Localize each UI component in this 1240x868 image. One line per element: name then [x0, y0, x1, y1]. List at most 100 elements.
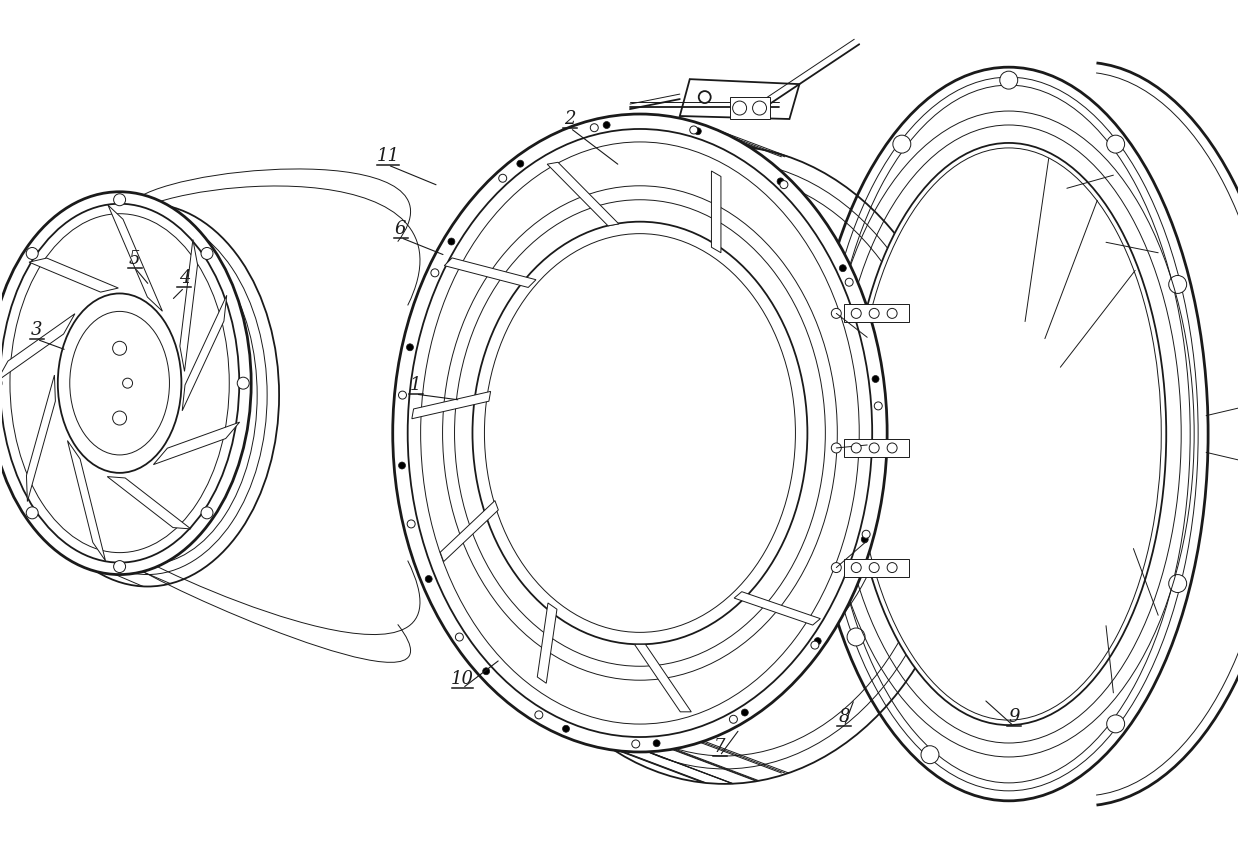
Circle shape [563, 726, 569, 733]
Polygon shape [29, 258, 118, 293]
Circle shape [123, 378, 133, 388]
Text: 2: 2 [564, 110, 575, 128]
Circle shape [831, 275, 849, 293]
Circle shape [498, 174, 507, 182]
Circle shape [631, 740, 640, 748]
Circle shape [26, 247, 38, 260]
Circle shape [425, 575, 433, 582]
Circle shape [851, 562, 862, 573]
Circle shape [113, 341, 126, 355]
Circle shape [999, 71, 1018, 89]
Circle shape [851, 308, 862, 319]
Text: 8: 8 [838, 708, 851, 727]
Bar [729, 97, 770, 119]
Circle shape [874, 402, 882, 410]
Circle shape [846, 279, 853, 286]
Polygon shape [712, 171, 720, 253]
Circle shape [780, 181, 787, 188]
Circle shape [114, 194, 125, 206]
Text: 1: 1 [410, 376, 422, 394]
Circle shape [862, 530, 870, 538]
Circle shape [201, 247, 213, 260]
Circle shape [839, 265, 847, 272]
Circle shape [831, 308, 841, 319]
Circle shape [869, 308, 879, 319]
Ellipse shape [472, 221, 807, 644]
Text: 11: 11 [376, 147, 399, 165]
Text: 7: 7 [714, 738, 725, 756]
Circle shape [742, 709, 748, 716]
Circle shape [893, 135, 911, 153]
Circle shape [831, 562, 841, 573]
Circle shape [114, 561, 125, 573]
Circle shape [729, 715, 738, 723]
Bar [844, 305, 909, 322]
Polygon shape [180, 240, 197, 372]
Circle shape [777, 178, 784, 185]
Polygon shape [412, 391, 491, 418]
Polygon shape [537, 603, 557, 683]
Polygon shape [547, 162, 619, 226]
Polygon shape [444, 258, 536, 287]
Circle shape [847, 628, 866, 646]
Circle shape [887, 443, 897, 453]
Circle shape [921, 746, 939, 764]
Circle shape [862, 536, 868, 542]
Polygon shape [734, 592, 821, 625]
Polygon shape [680, 79, 800, 119]
Circle shape [869, 443, 879, 453]
Circle shape [753, 101, 766, 115]
Text: 6: 6 [396, 220, 407, 238]
Ellipse shape [851, 143, 1167, 725]
Circle shape [455, 633, 464, 641]
Circle shape [851, 443, 862, 453]
Circle shape [113, 411, 126, 425]
Circle shape [653, 740, 660, 746]
Circle shape [699, 91, 711, 103]
Polygon shape [108, 205, 162, 312]
Circle shape [1169, 275, 1187, 293]
Circle shape [872, 376, 879, 383]
Circle shape [815, 638, 821, 645]
Circle shape [887, 308, 897, 319]
Circle shape [590, 124, 598, 132]
Circle shape [407, 344, 413, 351]
Circle shape [689, 126, 698, 134]
Circle shape [26, 507, 38, 519]
Ellipse shape [393, 114, 887, 752]
Text: 9: 9 [1008, 708, 1019, 727]
Circle shape [0, 378, 2, 389]
Polygon shape [154, 422, 239, 464]
Circle shape [201, 507, 213, 519]
Polygon shape [440, 501, 498, 562]
Bar [844, 559, 909, 576]
Bar [844, 439, 909, 457]
Circle shape [482, 667, 490, 674]
Circle shape [869, 562, 879, 573]
Text: 5: 5 [129, 250, 140, 267]
Polygon shape [107, 477, 191, 529]
Polygon shape [67, 441, 105, 561]
Circle shape [448, 238, 455, 245]
Text: 4: 4 [179, 269, 190, 287]
Circle shape [398, 462, 405, 469]
Circle shape [407, 520, 415, 528]
Circle shape [237, 378, 249, 389]
Ellipse shape [58, 293, 181, 473]
Circle shape [1106, 135, 1125, 153]
Polygon shape [182, 295, 227, 411]
Polygon shape [26, 375, 56, 502]
Polygon shape [0, 313, 74, 381]
Circle shape [398, 391, 407, 399]
Circle shape [430, 269, 439, 277]
Ellipse shape [810, 67, 1208, 801]
Text: 3: 3 [31, 321, 42, 339]
Circle shape [734, 104, 744, 114]
Ellipse shape [0, 192, 252, 575]
Circle shape [811, 641, 818, 649]
Circle shape [887, 562, 897, 573]
Circle shape [1169, 575, 1187, 593]
Circle shape [534, 711, 543, 719]
Circle shape [831, 443, 841, 453]
Circle shape [603, 122, 610, 128]
